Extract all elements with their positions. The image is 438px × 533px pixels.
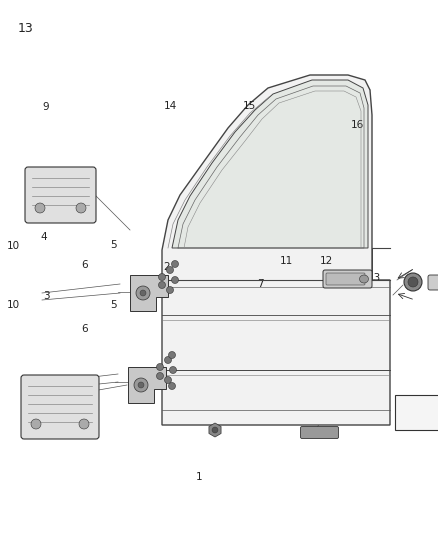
Polygon shape: [162, 75, 390, 425]
Circle shape: [156, 364, 163, 370]
Circle shape: [134, 378, 148, 392]
Text: 12: 12: [320, 256, 333, 266]
Circle shape: [138, 382, 144, 388]
Circle shape: [159, 273, 166, 280]
FancyBboxPatch shape: [300, 426, 339, 439]
Text: 6: 6: [81, 325, 88, 334]
Circle shape: [31, 419, 41, 429]
FancyBboxPatch shape: [326, 273, 365, 285]
Circle shape: [212, 427, 218, 433]
Bar: [395, 395, 438, 430]
Ellipse shape: [408, 277, 418, 287]
Circle shape: [159, 281, 166, 288]
Text: 16: 16: [350, 120, 364, 130]
Polygon shape: [130, 275, 168, 311]
FancyBboxPatch shape: [21, 375, 99, 439]
FancyBboxPatch shape: [323, 270, 372, 288]
Circle shape: [172, 277, 179, 284]
Circle shape: [166, 287, 173, 294]
Circle shape: [156, 373, 163, 379]
Circle shape: [166, 266, 173, 273]
Text: 10: 10: [7, 300, 20, 310]
Text: 6: 6: [81, 202, 88, 212]
Polygon shape: [128, 367, 166, 403]
Circle shape: [165, 376, 172, 384]
Polygon shape: [172, 80, 368, 248]
Text: 1: 1: [196, 472, 203, 482]
Text: 11: 11: [279, 256, 293, 266]
Circle shape: [165, 357, 172, 364]
Circle shape: [35, 203, 45, 213]
Circle shape: [136, 286, 150, 300]
Circle shape: [169, 383, 176, 390]
Text: 9: 9: [42, 102, 49, 111]
Circle shape: [172, 261, 179, 268]
Ellipse shape: [404, 273, 422, 291]
FancyBboxPatch shape: [25, 167, 96, 223]
FancyBboxPatch shape: [428, 275, 438, 290]
Text: 8: 8: [26, 406, 33, 415]
Text: 14: 14: [163, 101, 177, 110]
Text: 10: 10: [7, 241, 20, 251]
Text: 5: 5: [110, 240, 117, 250]
Circle shape: [76, 203, 86, 213]
Text: 15: 15: [243, 101, 256, 110]
Text: 6: 6: [81, 261, 88, 270]
Text: 4: 4: [40, 232, 47, 242]
Text: 13: 13: [368, 273, 381, 283]
Circle shape: [169, 351, 176, 359]
Ellipse shape: [360, 275, 368, 283]
Text: 3: 3: [42, 291, 49, 301]
Text: 2: 2: [163, 262, 170, 271]
Circle shape: [170, 367, 177, 374]
Text: 5: 5: [110, 300, 117, 310]
Text: 13: 13: [18, 22, 34, 35]
Circle shape: [79, 419, 89, 429]
Text: 7: 7: [257, 279, 264, 288]
Circle shape: [140, 290, 146, 296]
